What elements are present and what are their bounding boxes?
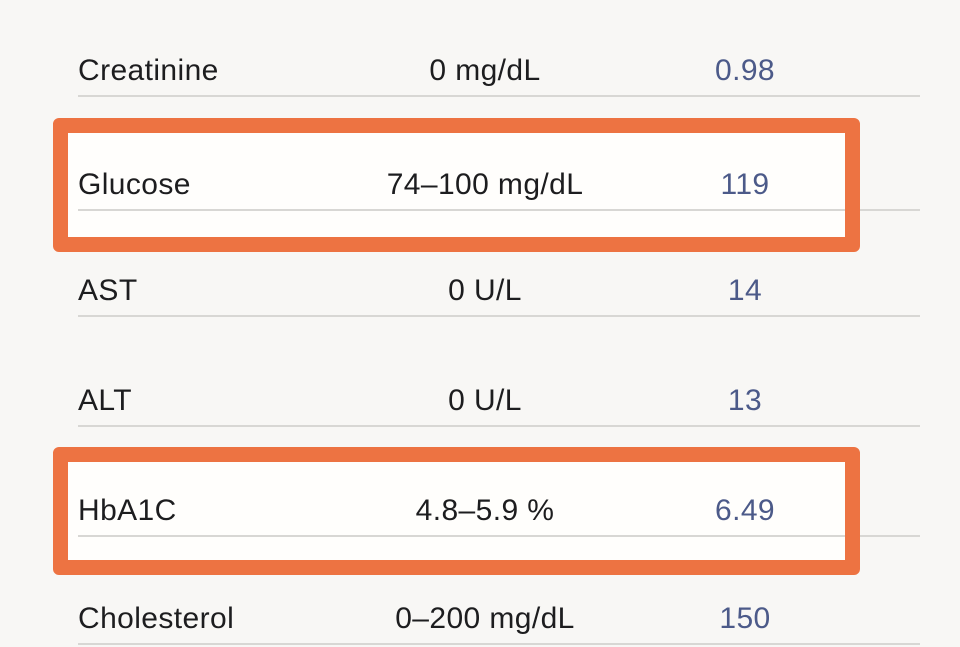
highlight-box-fill: [53, 118, 860, 252]
table-row: ALT 0 U/L 13: [78, 377, 920, 427]
result-value: 13: [727, 384, 763, 417]
table-row: Cholesterol 0–200 mg/dL 150: [78, 595, 920, 645]
test-name: Cholesterol: [78, 602, 235, 635]
result-value: 14: [727, 274, 763, 307]
test-name: Glucose: [78, 168, 191, 201]
reference-range: 74–100 mg/dL: [386, 168, 584, 201]
reference-range: 4.8–5.9 %: [415, 494, 555, 527]
reference-range: 0–200 mg/dL: [395, 602, 575, 635]
table-row: HbA1C 4.8–5.9 % 6.49: [78, 487, 920, 537]
highlight-box-fill: [53, 447, 860, 575]
table-row: AST 0 U/L 14: [78, 267, 920, 317]
table-row: Creatinine 0 mg/dL 0.98: [78, 47, 920, 97]
test-name: ALT: [78, 384, 132, 417]
table-row: Glucose 74–100 mg/dL 119: [78, 161, 920, 211]
reference-range: 0 U/L: [448, 274, 522, 307]
test-name: AST: [78, 274, 138, 307]
result-value: 150: [719, 602, 771, 635]
result-value: 119: [720, 168, 770, 201]
reference-range: 0 mg/dL: [429, 54, 541, 87]
reference-range: 0 U/L: [448, 384, 522, 417]
result-value: 6.49: [715, 494, 775, 527]
test-name: Creatinine: [78, 54, 219, 87]
test-name: HbA1C: [78, 494, 177, 527]
result-value: 0.98: [715, 54, 775, 87]
